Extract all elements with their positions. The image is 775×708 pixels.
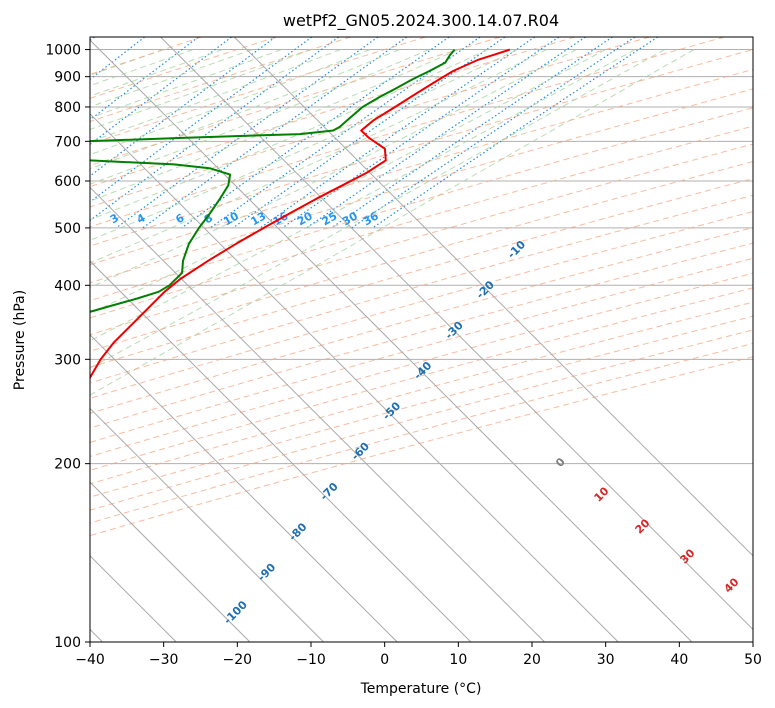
isotherm-line [90, 481, 251, 642]
isotherm-line [90, 113, 619, 642]
dry-adiabat-line [90, 257, 753, 443]
moist-adiabat-line [90, 49, 547, 264]
isotherm-line [90, 260, 472, 642]
moist-adiabat-line [90, 49, 518, 241]
x-tick-label: 30 [597, 652, 615, 668]
dry-adiabat-line [90, 272, 753, 458]
dry-adiabat-line [90, 226, 753, 414]
chart-title: wetPf2_GN05.2024.300.14.07.R04 [283, 11, 559, 31]
isotherm-line [90, 186, 545, 642]
dry-adiabat-line [90, 88, 753, 284]
mixing-ratio-line [351, 37, 636, 229]
x-tick-label: 50 [744, 652, 762, 668]
dry-adiabat-line [90, 37, 725, 228]
x-tick-label: −30 [149, 652, 179, 668]
y-tick-label: 900 [54, 70, 81, 86]
dry-adiabat-line [90, 107, 753, 302]
dry-adiabat-line [90, 301, 753, 485]
mixing-ratio-label: 1 [13, 211, 26, 226]
x-tick-label: 0 [380, 652, 389, 668]
dry-adiabat-line [90, 287, 753, 471]
moist-adiabats [90, 49, 695, 396]
mixing-ratio-line [90, 37, 199, 121]
x-tick-label: 10 [449, 652, 467, 668]
y-tick-label: 100 [54, 635, 81, 651]
y-tick-label: 500 [54, 221, 81, 237]
plot-frame [89, 36, 754, 643]
y-tick-label: 600 [54, 174, 81, 190]
mixing-ratio-line [90, 37, 232, 146]
axis-ticks: −40 −30 −20 −10 0 10 20 30 40 50 100 200 300 400 500 60… [45, 43, 762, 668]
isotherm-line [160, 37, 753, 631]
mixing-ratio-line [90, 37, 95, 42]
y-tick-label: 400 [54, 278, 81, 294]
dry-adiabat-line [90, 37, 426, 145]
x-tick-label: 40 [670, 652, 688, 668]
y-axis-label: Pressure (hPa) [12, 290, 28, 390]
moist-adiabat-line [90, 49, 312, 130]
moist-adiabat-line [90, 49, 223, 97]
mixing-ratio-line [142, 37, 408, 229]
dry-adiabat-line [90, 49, 753, 247]
temperature-profile-line [90, 48, 511, 380]
isotherm-line [90, 334, 398, 642]
moist-adiabat-line [90, 49, 489, 221]
isotherm-line [233, 37, 753, 557]
y-tick-label: 1000 [45, 43, 81, 59]
dry-adiabat-line [90, 37, 650, 208]
y-tick-label: 700 [54, 134, 81, 150]
dry-adiabat-line [90, 242, 753, 429]
mixing-ratio-line [232, 37, 506, 229]
x-tick-label: 20 [523, 652, 541, 668]
dry-adiabat-line [90, 194, 753, 384]
isotherm-line [90, 407, 324, 642]
dry-adiabat-line [90, 210, 753, 399]
x-axis-label: Temperature (°C) [360, 681, 482, 697]
isotherms [90, 37, 753, 642]
mixing-ratio-line [90, 37, 339, 222]
x-tick-label: −10 [296, 652, 326, 668]
moist-adiabat-line [90, 49, 577, 289]
y-tick-label: 300 [54, 352, 81, 368]
moist-adiabat-line [90, 49, 430, 185]
x-tick-label: −40 [75, 652, 105, 668]
profile-series [90, 48, 511, 380]
moist-adiabat-line [90, 49, 606, 315]
mixing-ratio-line [372, 37, 659, 229]
y-tick-label: 800 [54, 100, 81, 116]
x-tick-label: −20 [223, 652, 253, 668]
y-tick-label: 200 [54, 457, 81, 473]
mixing-ratio-line [181, 37, 450, 229]
moist-adiabat-line [90, 49, 636, 342]
moist-adiabat-line [90, 49, 665, 369]
dry-adiabat-line [90, 178, 753, 368]
moist-adiabat-line [90, 49, 341, 143]
moist-adiabat-line [90, 49, 695, 396]
dry-adiabat-line [90, 125, 753, 319]
